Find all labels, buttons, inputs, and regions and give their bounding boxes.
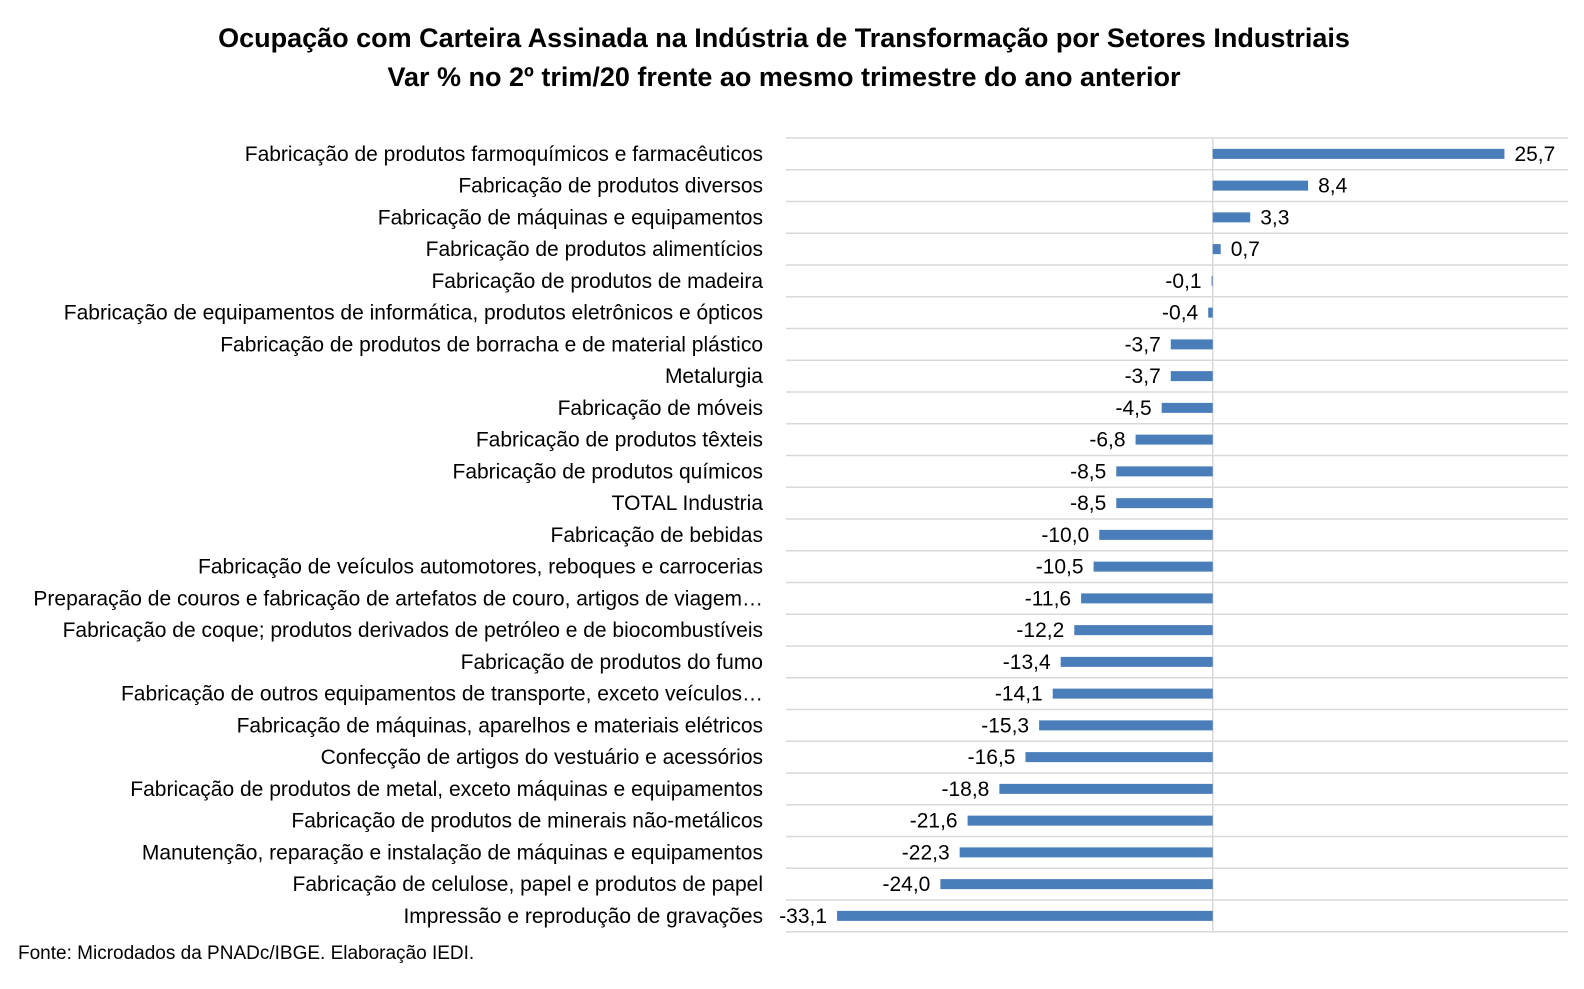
category-label: Fabricação de produtos farmoquímicos e f… — [245, 143, 763, 166]
data-label: -0,1 — [1165, 270, 1201, 293]
category-label: Metalurgia — [665, 365, 763, 388]
bar — [837, 910, 1213, 921]
data-label: -3,7 — [1125, 365, 1161, 388]
bar — [999, 783, 1213, 794]
data-label: -15,3 — [981, 714, 1029, 737]
bar — [1025, 752, 1213, 763]
source-note: Fonte: Microdados da PNADc/IBGE. Elabora… — [18, 943, 475, 964]
category-label: Impressão e reprodução de gravações — [403, 905, 763, 928]
bar — [1039, 720, 1213, 731]
bar — [1052, 688, 1213, 699]
category-label: TOTAL Industria — [612, 492, 764, 515]
data-label: -3,7 — [1125, 333, 1161, 356]
category-label: Fabricação de produtos de minerais não-m… — [291, 810, 763, 833]
category-label: Fabricação de produtos diversos — [458, 175, 763, 198]
data-label: -22,3 — [902, 841, 950, 864]
category-label: Confecção de artigos do vestuário e aces… — [321, 746, 763, 769]
data-label: -33,1 — [779, 905, 827, 928]
bar — [1212, 148, 1505, 159]
bar — [1212, 212, 1251, 223]
data-label: -21,6 — [910, 810, 958, 833]
data-label: -24,0 — [882, 873, 930, 896]
data-label: 25,7 — [1514, 143, 1555, 166]
category-label: Fabricação de máquinas, aparelhos e mate… — [237, 714, 763, 737]
bar — [1116, 498, 1213, 509]
data-label: -8,5 — [1070, 460, 1106, 483]
data-label: -4,5 — [1115, 397, 1151, 420]
category-label: Fabricação de produtos do fumo — [461, 651, 763, 674]
category-label: Fabricação de veículos automotores, rebo… — [198, 556, 763, 579]
category-label: Fabricação de produtos de metal, exceto … — [130, 778, 763, 801]
category-label: Fabricação de outros equipamentos de tra… — [121, 683, 763, 706]
category-label: Preparação de couros e fabricação de art… — [33, 587, 763, 610]
category-label: Fabricação de equipamentos de informátic… — [64, 302, 763, 325]
data-label: -14,1 — [995, 683, 1043, 706]
bar — [1170, 339, 1213, 350]
data-label: -18,8 — [942, 778, 990, 801]
data-label: -12,2 — [1016, 619, 1064, 642]
data-label: -10,0 — [1041, 524, 1089, 547]
chart-title: Ocupação com Carteira Assinada na Indúst… — [218, 23, 1350, 53]
data-label: -10,5 — [1036, 556, 1084, 579]
bar — [1074, 625, 1213, 636]
bar — [1099, 529, 1213, 540]
data-label: -13,4 — [1003, 651, 1051, 674]
bar — [1161, 402, 1213, 413]
bar — [1212, 244, 1221, 255]
category-label: Fabricação de bebidas — [551, 524, 763, 547]
bar — [940, 879, 1213, 890]
bar — [1208, 307, 1213, 318]
category-label: Fabricação de produtos de borracha e de … — [220, 333, 763, 356]
data-label: -16,5 — [968, 746, 1016, 769]
category-label: Fabricação de coque; produtos derivados … — [63, 619, 763, 642]
bar — [959, 847, 1213, 858]
bar — [1212, 180, 1309, 191]
data-label: -8,5 — [1070, 492, 1106, 515]
bar — [1116, 466, 1213, 477]
data-label: 8,4 — [1318, 175, 1348, 198]
data-label: 3,3 — [1260, 206, 1289, 229]
bar — [1060, 656, 1213, 667]
bar — [967, 815, 1213, 826]
bar — [1135, 434, 1213, 445]
category-label: Fabricação de máquinas e equipamentos — [378, 206, 763, 229]
category-label: Fabricação de produtos têxteis — [476, 429, 763, 452]
category-label: Fabricação de produtos químicos — [453, 460, 764, 483]
data-label: 0,7 — [1231, 238, 1260, 261]
category-label: Fabricação de produtos alimentícios — [426, 238, 763, 261]
category-label: Fabricação de móveis — [558, 397, 763, 420]
data-label: -0,4 — [1162, 302, 1199, 325]
category-label: Fabricação de produtos de madeira — [431, 270, 763, 293]
data-label: -11,6 — [1025, 587, 1071, 610]
bar — [1081, 593, 1213, 604]
bar — [1211, 275, 1213, 286]
data-label: -6,8 — [1089, 429, 1125, 452]
category-label: Fabricação de celulose, papel e produtos… — [293, 873, 764, 896]
bar — [1170, 371, 1213, 382]
category-label: Manutenção, reparação e instalação de má… — [142, 841, 763, 864]
chart-subtitle: Var % no 2º trim/20 frente ao mesmo trim… — [387, 62, 1181, 92]
bar — [1093, 561, 1213, 572]
